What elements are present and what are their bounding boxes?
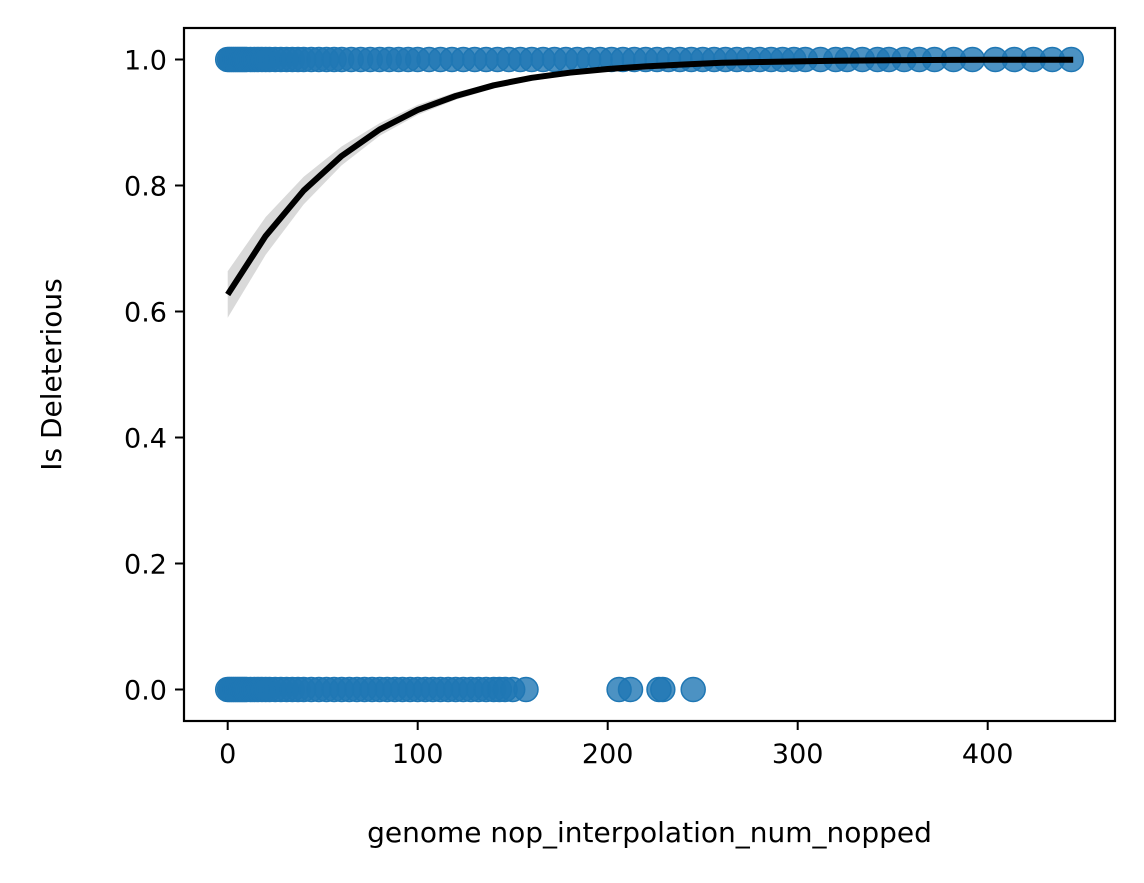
y-tick-label: 0.4 [124,424,167,455]
data-point [617,676,644,703]
data-point [680,676,706,703]
data-point [513,676,539,703]
logistic-fit-line [225,56,1074,297]
data-point [650,676,676,703]
fit-line-layer [225,56,1074,297]
x-tick-label: 0 [219,739,236,770]
plot-frame [182,26,1117,723]
x-axis-label: genome nop_interpolation_num_nopped [367,816,932,849]
y-tick-label: 1.0 [124,46,167,77]
x-tick-label: 400 [962,739,1014,770]
x-tick-label: 100 [392,739,444,770]
y-tick-label: 0.8 [124,172,167,203]
y-axis-label: Is Deleterious [35,278,68,471]
x-tick-label: 300 [772,739,824,770]
x-axis-ticks: 0 100 200 300 400 [219,721,1013,770]
y-axis-ticks: 0.0 0.2 0.4 0.6 0.8 1.0 [124,46,184,707]
y-tick-label: 0.0 [124,676,167,707]
y-tick-label: 0.2 [124,550,167,581]
x-tick-label: 200 [582,739,634,770]
y-tick-label: 0.6 [124,298,167,329]
data-points-layer [214,46,1085,703]
